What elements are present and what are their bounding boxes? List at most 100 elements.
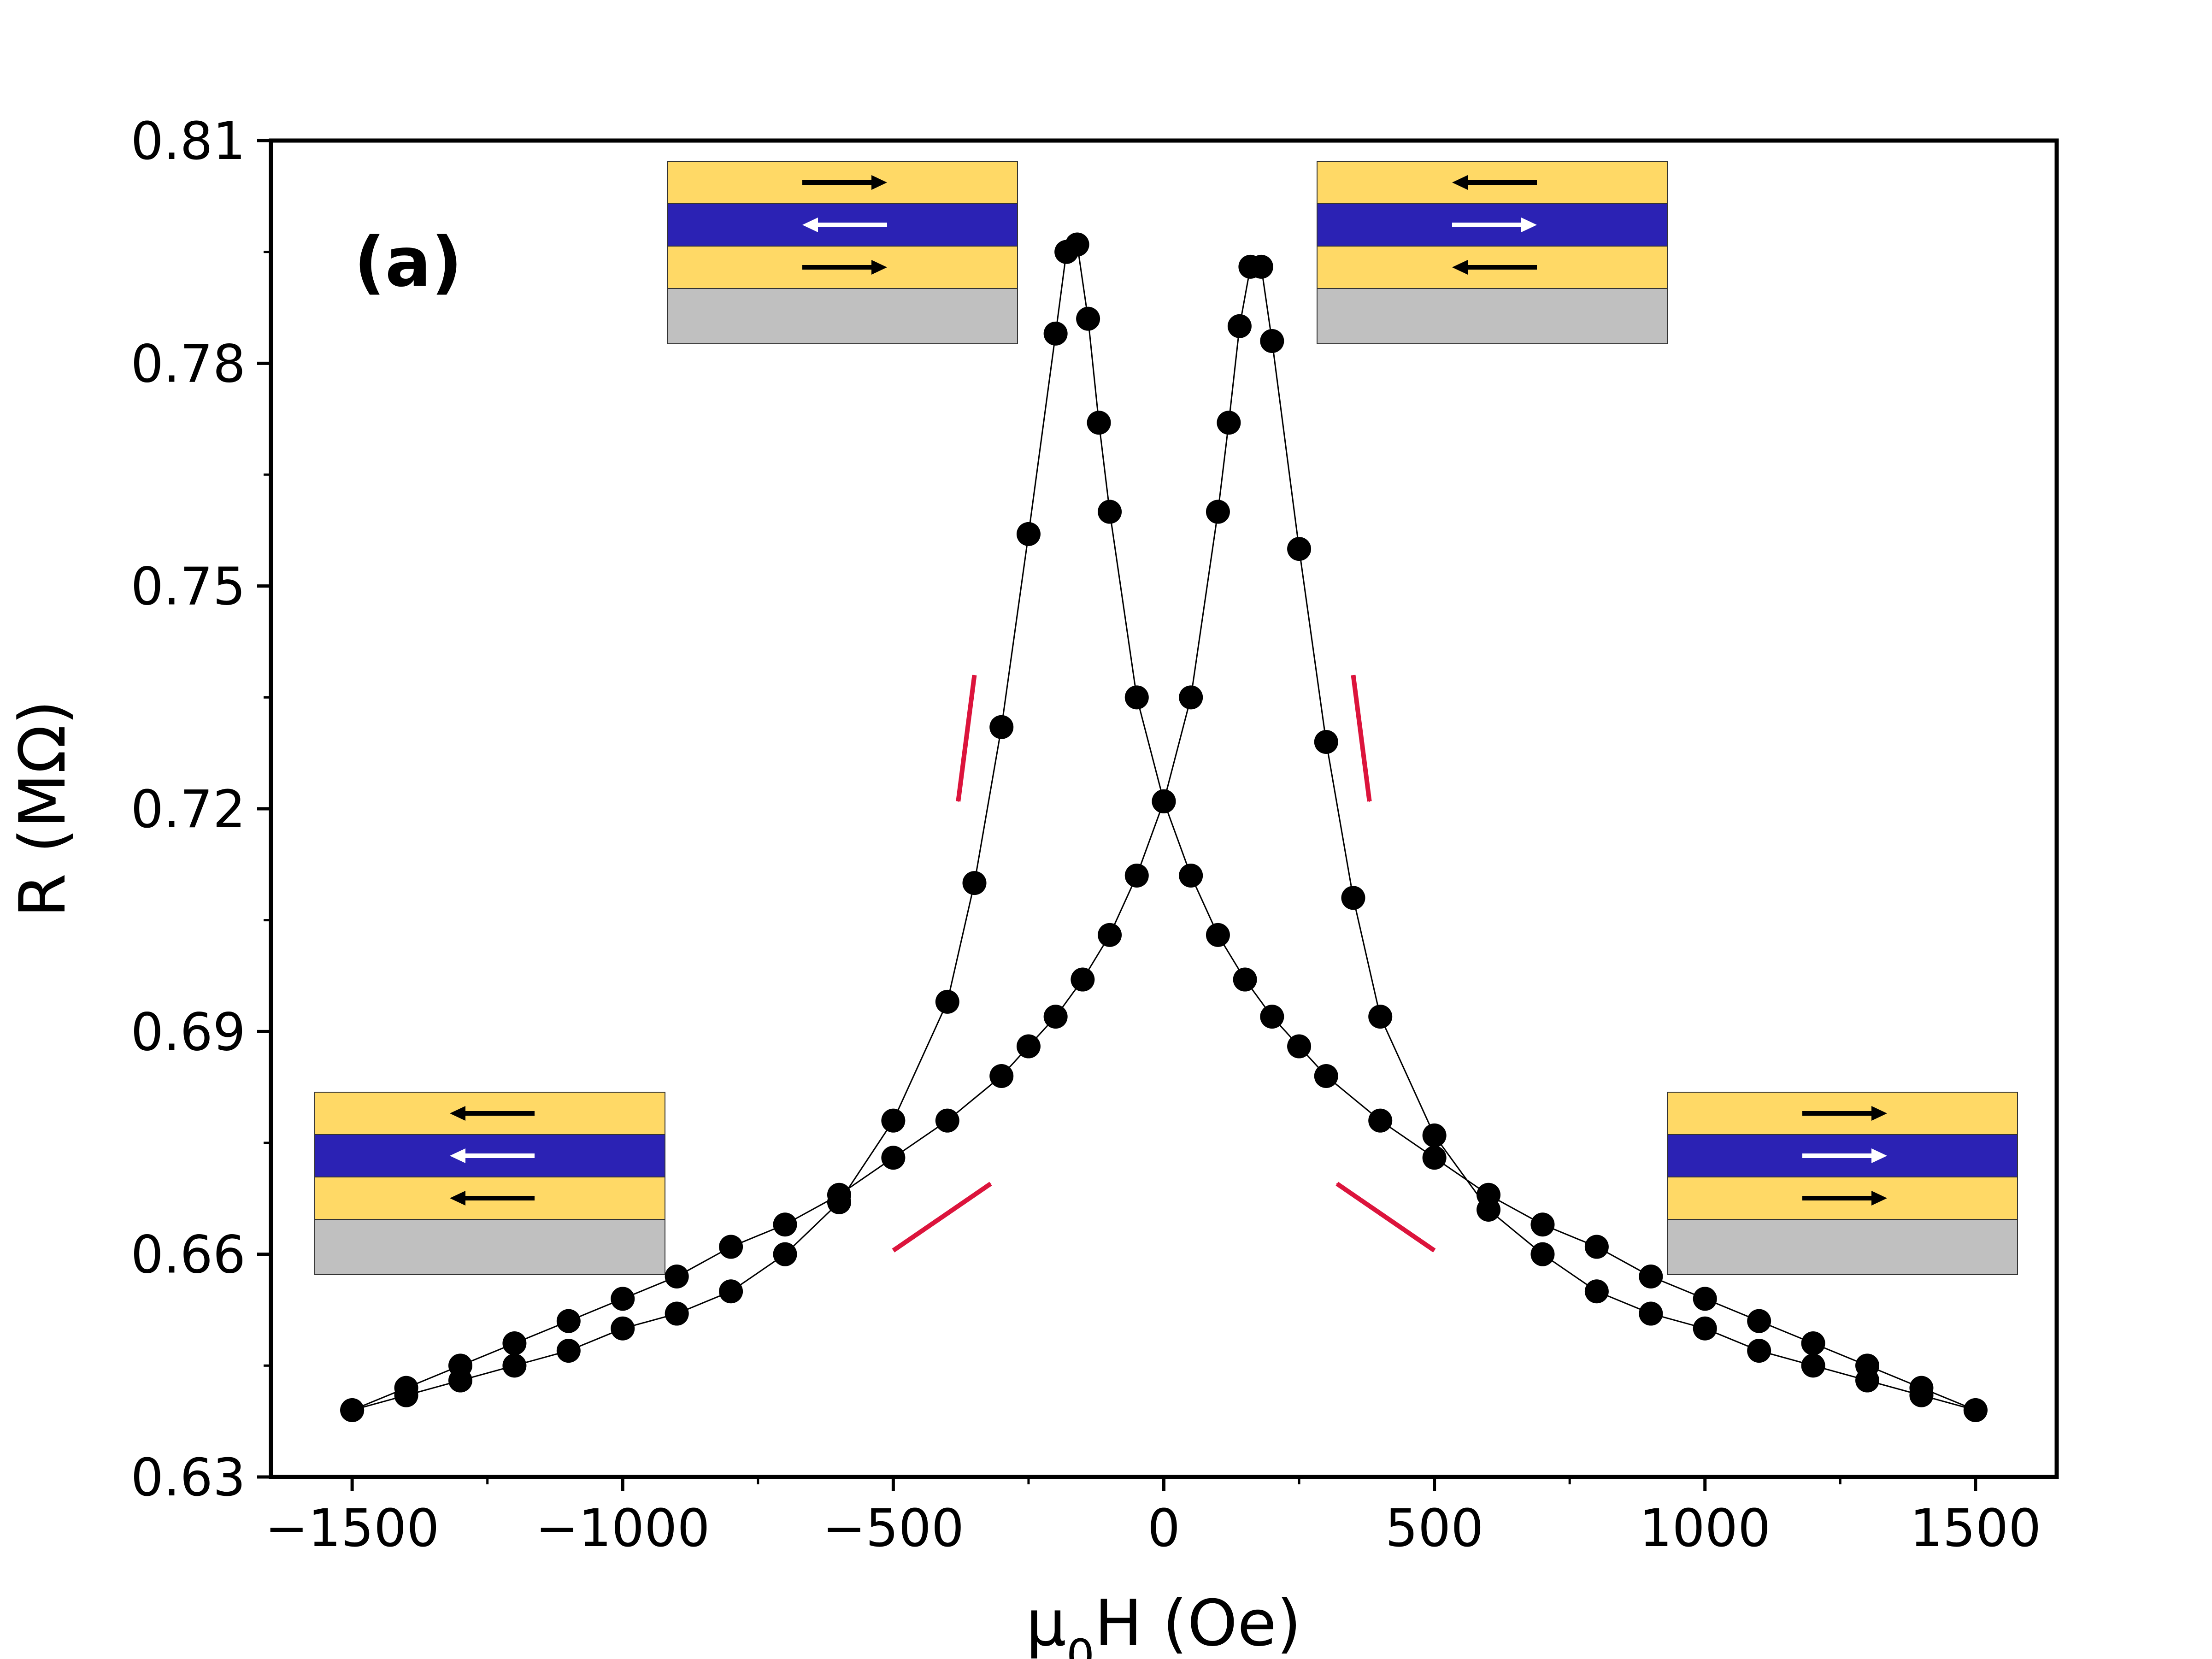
data-point	[1206, 923, 1230, 947]
data-point	[1909, 1383, 1934, 1407]
data-point	[989, 1064, 1014, 1088]
bottom-layer-arrow-icon	[450, 1191, 535, 1206]
data-point	[773, 1242, 797, 1266]
data-point	[556, 1339, 581, 1363]
data-point	[1801, 1331, 1825, 1355]
data-point	[1693, 1316, 1717, 1341]
x-tick-label: −1000	[535, 1499, 710, 1559]
data-point	[502, 1353, 527, 1378]
middle-layer-arrow-icon	[1452, 218, 1537, 232]
data-point	[1341, 886, 1365, 910]
arrow-up-right	[1335, 1182, 1436, 1253]
top-layer-arrow-icon	[802, 175, 887, 190]
data-point	[1043, 321, 1068, 346]
data-point	[1963, 1398, 1988, 1422]
data-curves	[340, 232, 1988, 1422]
data-point	[1584, 1235, 1609, 1259]
x-tick-label: 1000	[1639, 1499, 1771, 1559]
data-point	[827, 1182, 851, 1207]
data-point	[1206, 500, 1230, 524]
data-point	[1071, 967, 1095, 992]
x-axis-title: μ0H (Oe)	[1026, 1586, 1301, 1659]
inset-top-right	[1317, 161, 1668, 344]
top-layer-arrow-icon	[1802, 1106, 1887, 1121]
axis-ticks: −1500 −1000 −500 0 500 1000 1500 0.63 0.66 0.69 0.…	[131, 112, 2041, 1559]
bottom-layer-arrow-icon	[1452, 260, 1537, 275]
y-tick-label: 0.72	[131, 780, 246, 840]
data-point	[1422, 1146, 1447, 1170]
data-point	[1249, 254, 1273, 279]
data-point	[1530, 1242, 1555, 1266]
data-point	[1855, 1368, 1880, 1393]
data-point	[1314, 730, 1338, 754]
data-point	[1217, 411, 1241, 435]
inset-top-left	[667, 161, 1018, 344]
data-point	[1747, 1339, 1771, 1363]
x-tick-label: 1500	[1910, 1499, 2041, 1559]
data-point	[1639, 1301, 1663, 1326]
y-tick-label: 0.81	[131, 112, 246, 171]
data-point	[1098, 500, 1122, 524]
inset-substrate	[1317, 288, 1668, 344]
data-point	[1098, 923, 1122, 947]
panel-label: (a)	[354, 223, 462, 302]
data-point	[1124, 864, 1149, 888]
arrow-up-left	[892, 1182, 992, 1253]
data-point	[719, 1279, 743, 1304]
middle-layer-arrow-icon	[1802, 1148, 1887, 1163]
data-point	[989, 715, 1014, 739]
data-point	[665, 1301, 689, 1326]
inset-substrate	[1667, 1219, 2018, 1275]
x-tick-label: 500	[1385, 1499, 1484, 1559]
data-point	[1693, 1287, 1717, 1311]
data-point	[1179, 685, 1203, 710]
data-point	[1287, 537, 1312, 561]
data-point	[1233, 967, 1257, 992]
inset-bottom-left	[314, 1092, 665, 1275]
arrow-down-left	[956, 675, 977, 802]
plot-frame	[269, 138, 2059, 1479]
y-tick-label: 0.75	[131, 557, 246, 617]
data-point	[1152, 789, 1176, 813]
data-point	[1584, 1279, 1609, 1304]
data-point	[1016, 522, 1041, 546]
data-point	[665, 1265, 689, 1288]
sweep-arrows	[892, 675, 1436, 1253]
data-point	[881, 1108, 906, 1133]
data-point	[611, 1316, 635, 1341]
data-point	[1477, 1198, 1501, 1222]
data-point	[1227, 314, 1252, 338]
data-point	[773, 1212, 797, 1237]
x-tick-label: −500	[823, 1499, 965, 1559]
data-point	[1368, 1108, 1393, 1133]
data-point	[935, 1108, 959, 1133]
data-point	[1087, 411, 1111, 435]
data-point	[394, 1376, 418, 1400]
y-tick-label: 0.66	[131, 1225, 246, 1285]
data-point	[1801, 1353, 1825, 1378]
data-point	[1747, 1309, 1771, 1333]
data-point	[1639, 1265, 1663, 1288]
inset-bottom-right	[1667, 1092, 2018, 1275]
y-tick-label: 0.63	[131, 1448, 246, 1508]
x-tick-label: −1500	[265, 1499, 440, 1559]
data-point	[1314, 1064, 1338, 1088]
data-point	[962, 871, 987, 895]
data-point	[611, 1287, 635, 1311]
top-layer-arrow-icon	[1452, 175, 1537, 190]
data-point	[1260, 329, 1284, 353]
top-layer-arrow-icon	[450, 1106, 535, 1121]
data-point	[1287, 1034, 1312, 1059]
data-point	[1043, 1005, 1068, 1029]
arrow-down-right	[1351, 675, 1372, 802]
bottom-layer-arrow-icon	[802, 260, 887, 275]
data-point	[556, 1309, 581, 1333]
y-tick-label: 0.69	[131, 1002, 246, 1062]
data-point	[1368, 1005, 1393, 1029]
data-point	[935, 989, 959, 1014]
x-tick-label: 0	[1147, 1499, 1180, 1559]
inset-substrate	[314, 1219, 665, 1275]
bottom-layer-arrow-icon	[1802, 1191, 1887, 1206]
